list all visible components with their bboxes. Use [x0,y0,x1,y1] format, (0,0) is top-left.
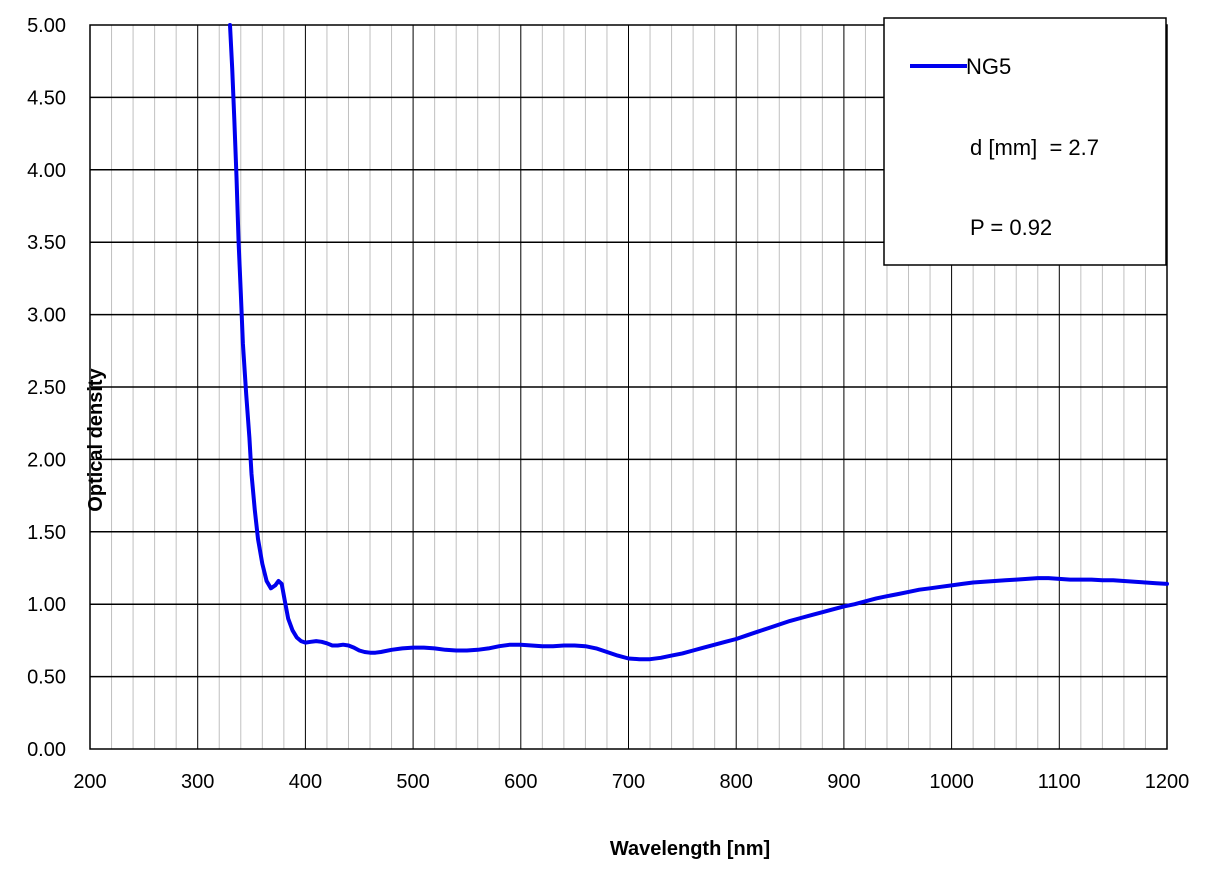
x-tick-label: 500 [396,771,429,793]
annotation-p-value: P = 0.92 [970,215,1052,240]
plot-frame [89,24,1168,750]
x-tick-label: 1100 [1038,771,1081,793]
x-tick-label: 1000 [929,771,974,793]
x-axis-title: Wavelength [nm] [610,838,770,860]
y-tick-label: 3.00 [27,305,66,327]
y-tick-label: 1.50 [27,522,66,544]
y-tick-label: 0.00 [27,739,66,761]
y-axis-title: Optical density [85,367,107,511]
x-tick-label: 1200 [1145,771,1190,793]
x-tick-label: 900 [827,771,860,793]
y-tick-label: 4.00 [27,160,66,182]
y-tick-label: 1.00 [27,594,66,616]
legend-label-ng5: NG5 [966,54,1011,79]
x-tick-label: 800 [720,771,753,793]
x-tick-label: 200 [73,771,106,793]
x-tick-label: 700 [612,771,645,793]
x-tick-label: 300 [181,771,214,793]
x-tick-label: 600 [504,771,537,793]
x-tick-labels: 200 300 400 500 600 700 800 900 1000 1100 1200 [73,771,1189,793]
y-tick-label: 5.00 [27,15,66,37]
y-tick-label: 2.50 [27,377,66,399]
y-tick-label: 0.50 [27,667,66,689]
legend: NG5 d [mm] = 2.7 P = 0.92 [883,17,1167,266]
x-tick-label: 400 [289,771,322,793]
series-layer [228,23,1169,662]
y-tick-label: 2.00 [27,449,66,471]
annotation-thickness: d [mm] = 2.7 [970,135,1099,160]
legend-box [883,17,1167,266]
y-tick-label: 3.50 [27,232,66,254]
y-tick-labels: 0.00 0.50 1.00 1.50 2.00 2.50 3.00 3.50 4.00 4.50… [27,15,66,761]
series-line-ng5 [228,23,1169,662]
y-tick-label: 4.50 [27,87,66,109]
